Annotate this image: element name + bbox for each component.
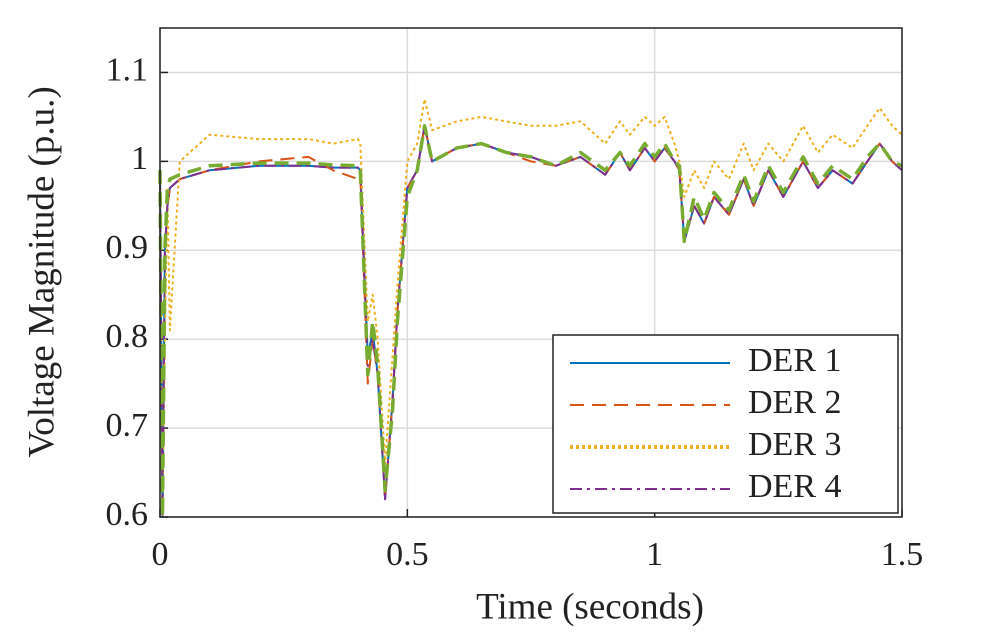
y-tick-label: 0.9 (106, 229, 149, 266)
x-tick-label: 1 (646, 536, 663, 573)
y-axis-label: Voltage Magnitude (p.u.) (21, 86, 62, 457)
legend-label: DER 1 (748, 342, 842, 379)
legend-label: DER 3 (748, 426, 842, 463)
series-line (158, 124, 903, 519)
x-tick-label: 1.5 (881, 536, 924, 573)
y-tick-label: 0.7 (106, 407, 149, 444)
x-tick-label: 0 (152, 536, 169, 573)
y-tick-label: 1.1 (106, 51, 149, 88)
plot-border (159, 27, 903, 518)
legend-label: DER 4 (748, 468, 842, 505)
y-tick-label: 0.6 (106, 496, 149, 533)
series-line (159, 124, 903, 518)
x-axis-label: Time (seconds) (476, 586, 704, 627)
legend-label: DER 2 (748, 384, 842, 421)
legend-box (552, 334, 899, 514)
series-line (159, 98, 903, 518)
y-tick-label: 1 (131, 140, 148, 177)
x-tick-label: 0.5 (386, 536, 429, 573)
y-tick-label: 0.8 (106, 318, 149, 355)
